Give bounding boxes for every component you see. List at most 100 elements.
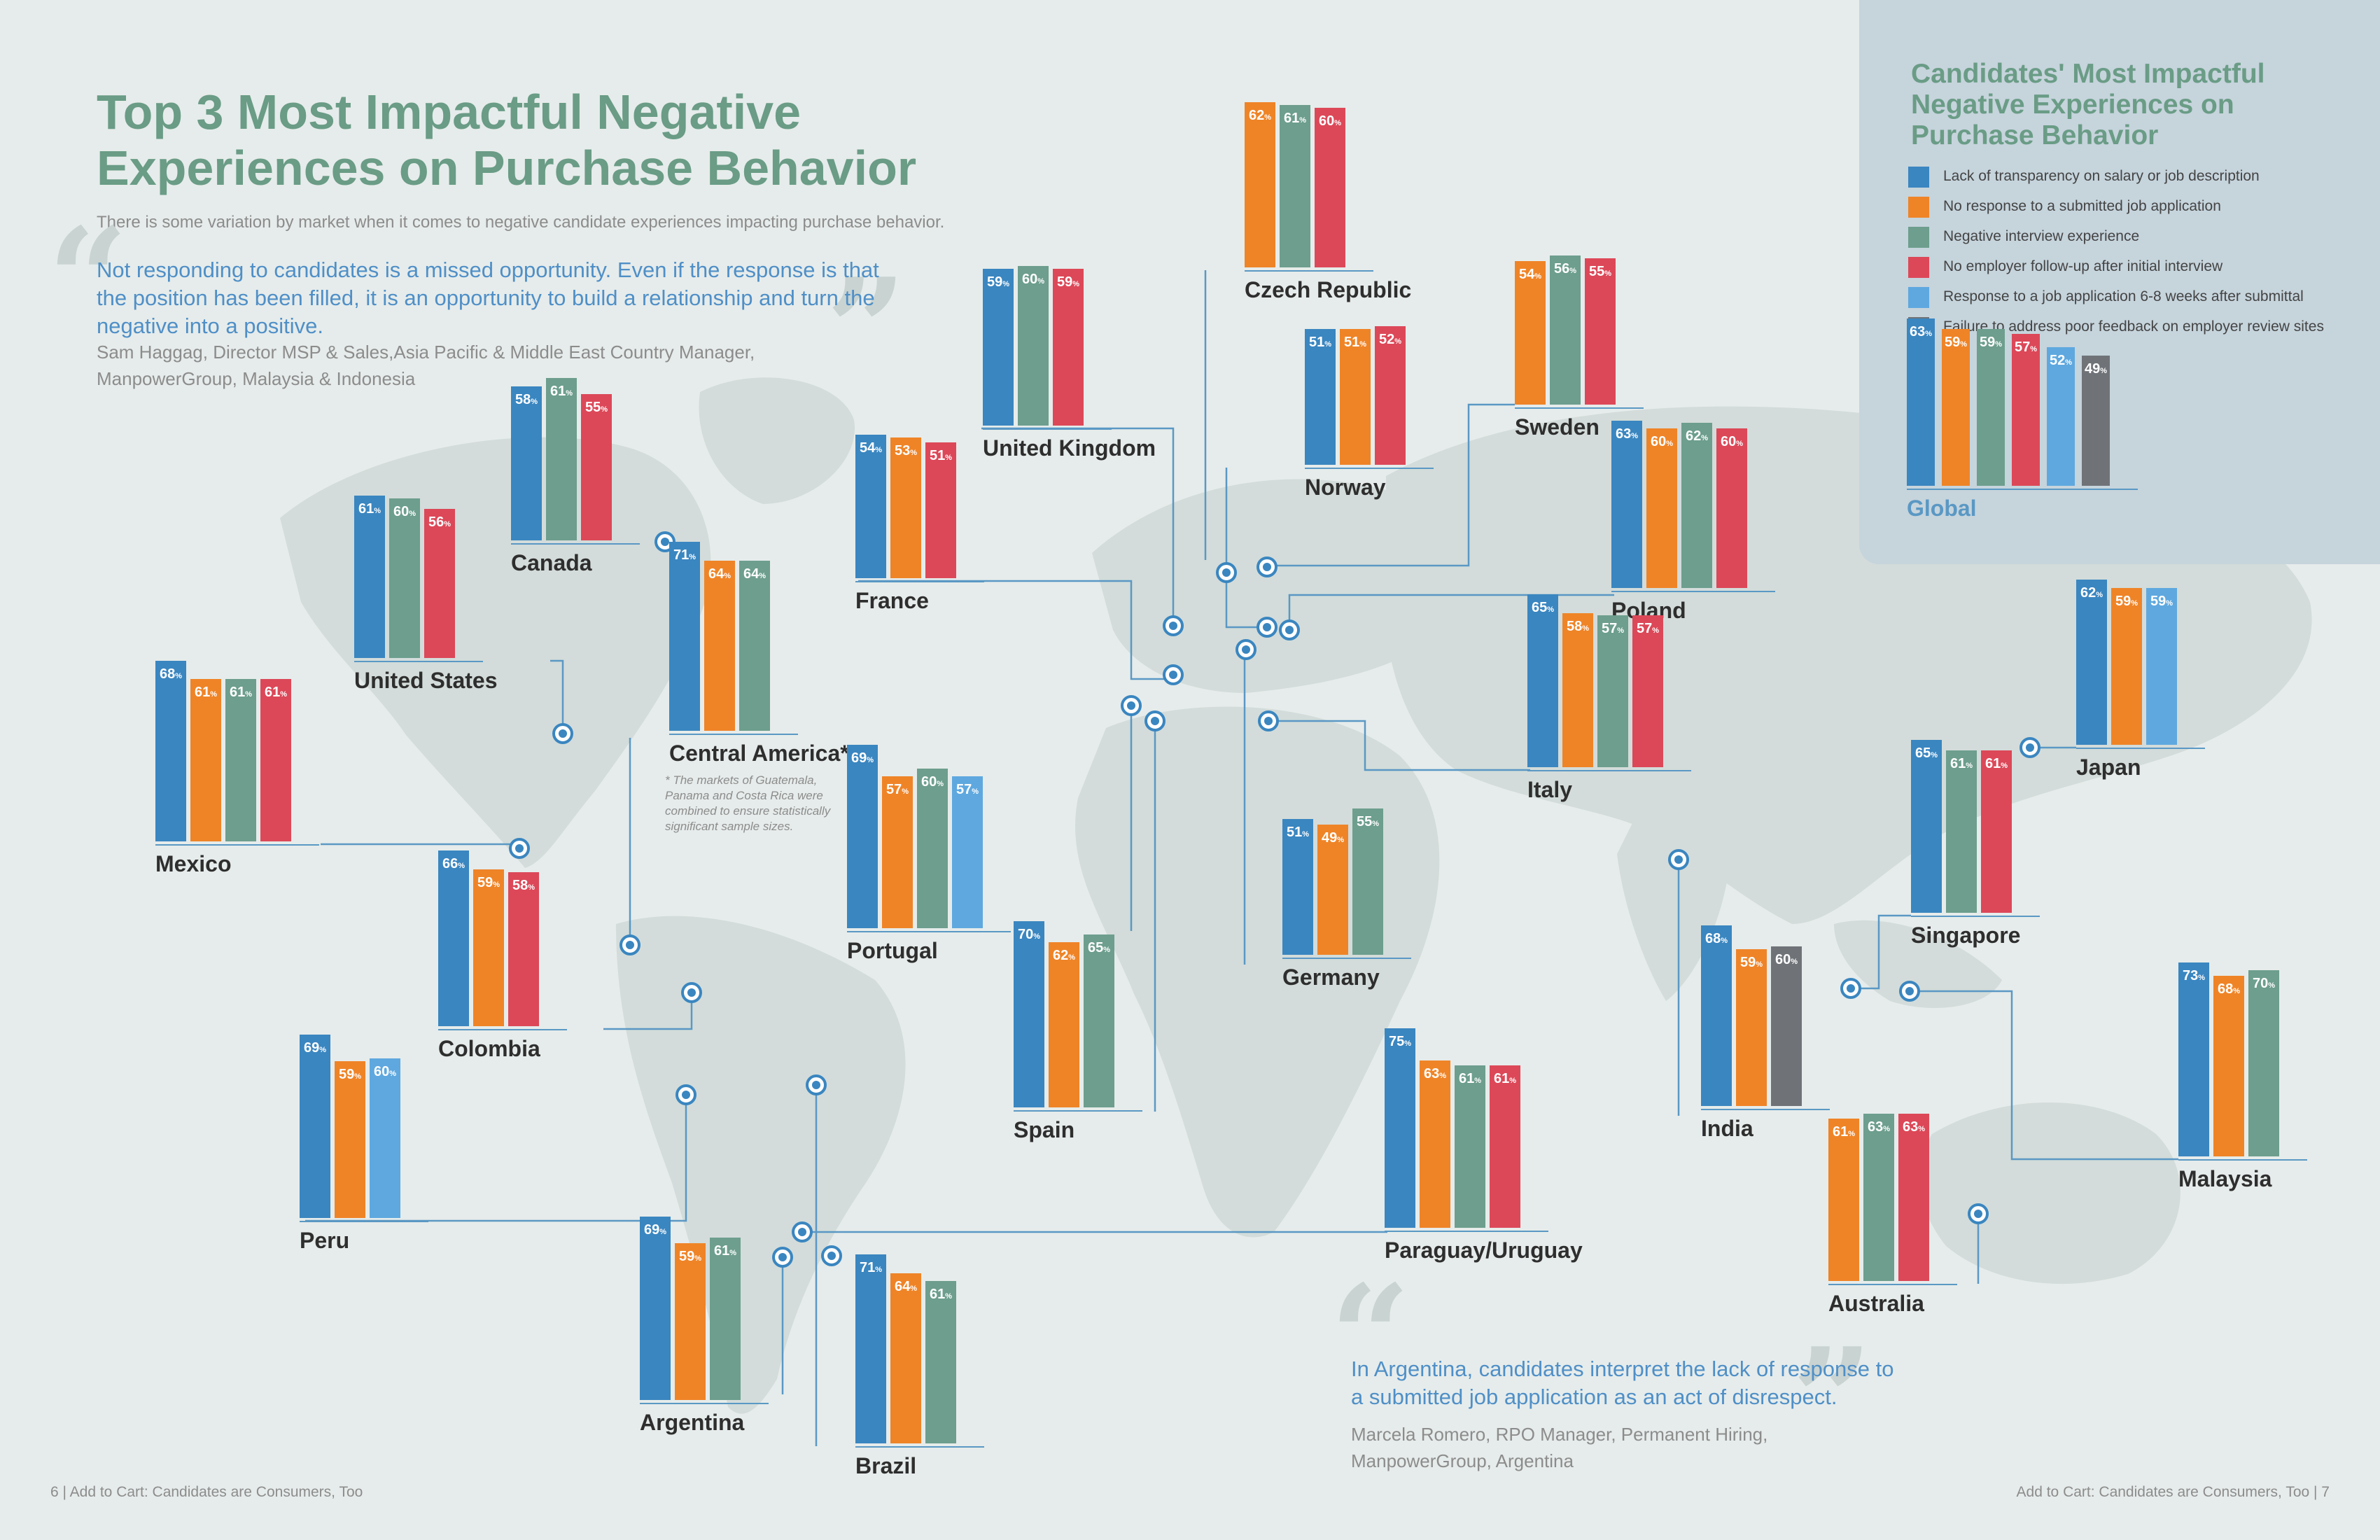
legend-label-followup: No employer follow-up after initial inte… (1943, 258, 2223, 274)
location-markers (509, 531, 2040, 1268)
data-label-japan-salary: 62% (2080, 585, 2104, 601)
data-label-peru-delay: 60% (373, 1064, 397, 1079)
open-quote-icon: “ (1330, 1254, 1411, 1419)
data-label-italy-noresp: 58% (1566, 618, 1590, 634)
bar-portugal-noresp (882, 776, 913, 928)
baseline-czech-republic (1245, 270, 1373, 272)
bar-portugal-interview (917, 769, 948, 928)
data-label-norway-salary: 51% (1308, 335, 1332, 351)
baseline-germany (1282, 958, 1411, 959)
bar-canada-salary (511, 386, 542, 540)
data-label-japan-delay: 59% (2150, 593, 2174, 609)
bar-portugal-delay (952, 776, 983, 928)
bar-france-salary (855, 434, 886, 578)
data-label-brazil-salary: 71% (859, 1260, 883, 1276)
bar-italy-salary (1527, 594, 1558, 767)
location-marker-dot (1974, 1210, 1982, 1218)
baseline-united-kingdom (983, 428, 1112, 430)
africa-shape (1075, 706, 1440, 1238)
data-label-norway-followup: 52% (1378, 332, 1402, 348)
connector-line (305, 1096, 687, 1222)
baseline-argentina (640, 1403, 769, 1404)
bar-italy-interview (1597, 615, 1628, 767)
bar-paraguay-uruguay-salary (1385, 1028, 1415, 1228)
market-label-italy: Italy (1527, 777, 1573, 802)
market-label-india: India (1701, 1116, 1754, 1141)
market-label-singapore: Singapore (1911, 923, 2021, 948)
legend-swatch-delay (1908, 287, 1929, 308)
bar-canada-followup (581, 394, 612, 540)
bar-india-salary (1701, 925, 1732, 1106)
data-label-colombia-followup: 58% (512, 877, 536, 893)
legend-label-salary: Lack of transparency on salary or job de… (1943, 168, 2260, 184)
baseline-paraguay-uruguay (1385, 1231, 1548, 1232)
bar-singapore-salary (1911, 740, 1942, 913)
data-label-czech-republic-interview: 61% (1283, 111, 1307, 127)
baseline-colombia (438, 1029, 567, 1030)
market-label-sweden: Sweden (1515, 414, 1600, 440)
location-marker-dot (2026, 743, 2034, 752)
baseline-brazil (855, 1446, 984, 1448)
data-label-mexico-salary: 68% (159, 666, 183, 682)
data-label-india-feedback: 60% (1774, 952, 1798, 967)
data-label-united-kingdom-followup: 59% (1056, 274, 1080, 290)
connector-line (858, 580, 1173, 680)
quote-2-text: In Argentina, candidates interpret the l… (1351, 1357, 1894, 1409)
data-label-germany-salary: 51% (1286, 825, 1310, 841)
market-label-malaysia: Malaysia (2178, 1166, 2272, 1191)
data-label-brazil-noresp: 64% (894, 1278, 918, 1294)
data-label-poland-noresp: 60% (1650, 434, 1674, 449)
bar-spain-interview (1084, 934, 1114, 1107)
bar-argentina-salary (640, 1216, 671, 1400)
data-label-central-america-noresp: 64% (708, 566, 732, 582)
data-label-united-kingdom-interview: 60% (1021, 272, 1045, 287)
bar-united-kingdom-followup (1053, 268, 1084, 426)
market-label-colombia: Colombia (438, 1036, 540, 1061)
baseline-sweden (1515, 407, 1644, 409)
bar-france-followup (925, 442, 956, 578)
baseline-portugal (847, 931, 1011, 932)
data-label-central-america-salary: 71% (673, 547, 696, 564)
baseline-singapore (1911, 916, 2040, 917)
data-label-paraguay-uruguay-interview: 61% (1458, 1071, 1482, 1087)
data-label-canada-interview: 61% (550, 384, 573, 400)
data-label-mexico-noresp: 61% (194, 685, 218, 701)
europe-shape (1092, 479, 1456, 693)
location-marker-dot (1674, 855, 1683, 864)
legend-title: Candidates' Most Impactful Negative Expe… (1911, 59, 2265, 150)
market-label-france: France (855, 588, 929, 613)
data-label-argentina-interview: 61% (713, 1243, 737, 1259)
legend-swatch-salary (1908, 167, 1929, 188)
bar-paraguay-uruguay-interview (1455, 1065, 1485, 1228)
data-label-singapore-followup: 61% (1984, 756, 2008, 772)
market-label-mexico: Mexico (155, 851, 232, 876)
bar-global-interview (1977, 328, 2005, 486)
greenland-shape (699, 377, 855, 504)
baseline-spain (1014, 1110, 1142, 1112)
bar-mexico-salary (155, 660, 186, 841)
bar-mexico-followup (260, 679, 291, 841)
baseline-global (1907, 489, 2138, 490)
location-marker-dot (1169, 622, 1177, 630)
data-label-australia-noresp: 61% (1832, 1124, 1856, 1140)
data-label-united-states-interview: 60% (393, 504, 416, 519)
bar-poland-noresp (1646, 428, 1677, 588)
bar-united-kingdom-salary (983, 268, 1014, 426)
bar-poland-interview (1681, 423, 1712, 588)
bar-france-noresp (890, 437, 921, 578)
data-label-argentina-salary: 69% (643, 1222, 667, 1238)
bar-singapore-interview (1946, 750, 1977, 913)
bar-central-america-noresp (704, 560, 735, 731)
bar-australia-noresp (1828, 1119, 1859, 1281)
bar-global-noresp (1942, 328, 1970, 486)
south-america-shape (616, 916, 906, 1414)
data-label-sweden-followup: 55% (1588, 264, 1612, 279)
connector-line (1225, 468, 1267, 629)
data-label-global-salary: 63% (1909, 323, 1933, 340)
data-label-poland-followup: 60% (1720, 434, 1744, 449)
location-marker-dot (827, 1252, 836, 1260)
location-marker-dot (812, 1081, 820, 1089)
data-label-spain-salary: 70% (1017, 927, 1041, 942)
market-label-norway: Norway (1305, 475, 1386, 500)
